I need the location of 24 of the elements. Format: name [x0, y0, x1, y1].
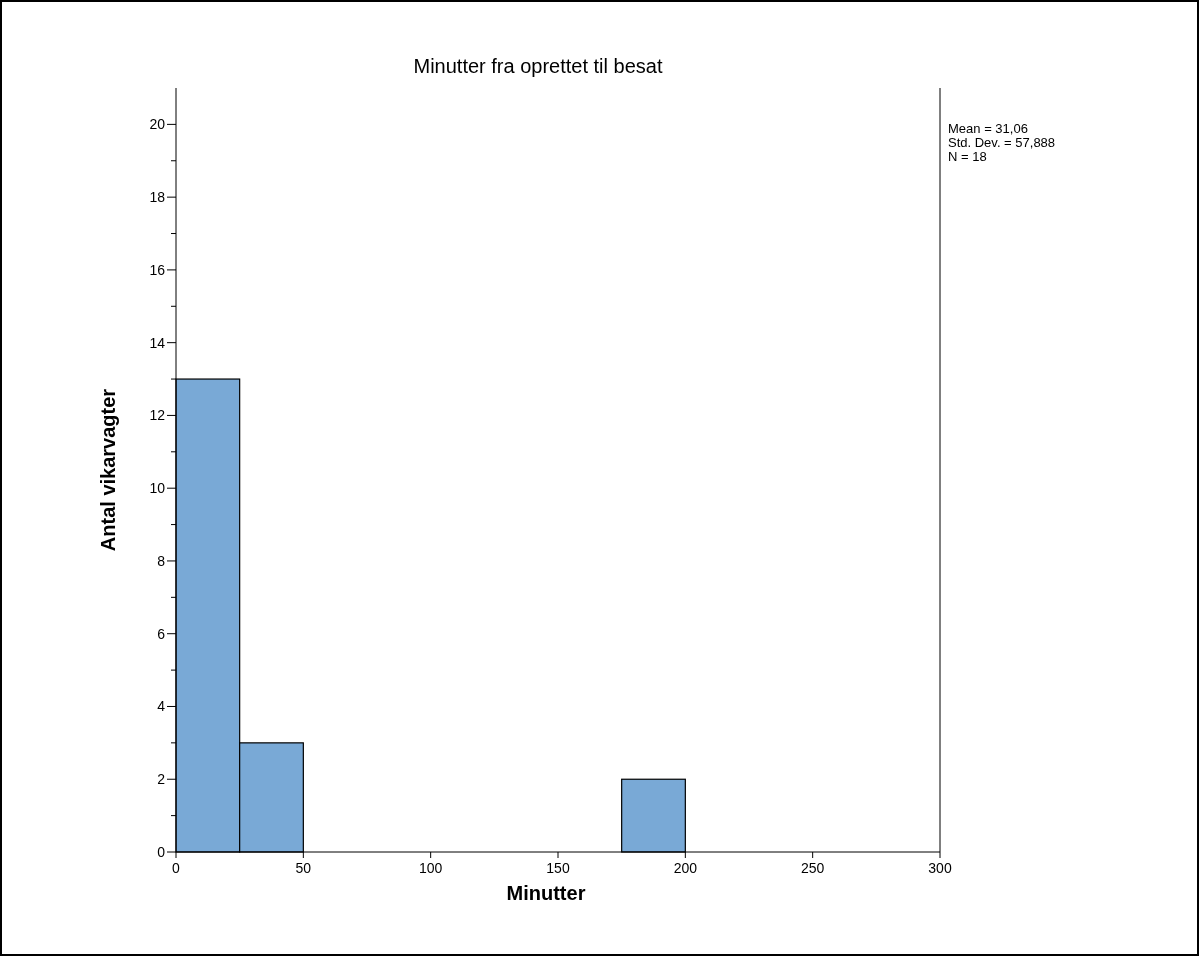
text: Std. Dev. = 57,888 [948, 135, 1056, 150]
x-tick-label: 250 [800, 860, 825, 876]
y-tick-label: 6 [157, 625, 166, 642]
x-tick-label: 0 [172, 860, 181, 876]
y-tick-label: 20 [149, 116, 166, 133]
y-tick-label: 0 [157, 844, 166, 860]
y-tick-label: 18 [149, 189, 166, 206]
chart-title: Minutter fra oprettet til besat [413, 55, 663, 77]
y-tick-label: 16 [149, 261, 166, 278]
y-tick-label: 12 [149, 407, 166, 424]
y-tick-label: 14 [149, 334, 166, 351]
x-axis-title: Minutter [506, 882, 586, 904]
text: N = 18 [948, 149, 987, 164]
y-axis-title: Antal vikarvagter [97, 388, 119, 552]
y-tick-label: 8 [157, 552, 166, 569]
x-tick-label: 300 [928, 860, 952, 876]
y-tick-label: 4 [157, 698, 166, 715]
x-tick-label: 50 [295, 860, 312, 876]
text: Mean = 31,06 [948, 121, 1028, 136]
x-tick-label: 100 [418, 860, 443, 876]
y-tick-label: 10 [149, 480, 166, 497]
x-tick-label: 150 [546, 860, 570, 876]
x-tick-label: 200 [673, 860, 698, 876]
y-tick-label: 2 [157, 771, 166, 788]
